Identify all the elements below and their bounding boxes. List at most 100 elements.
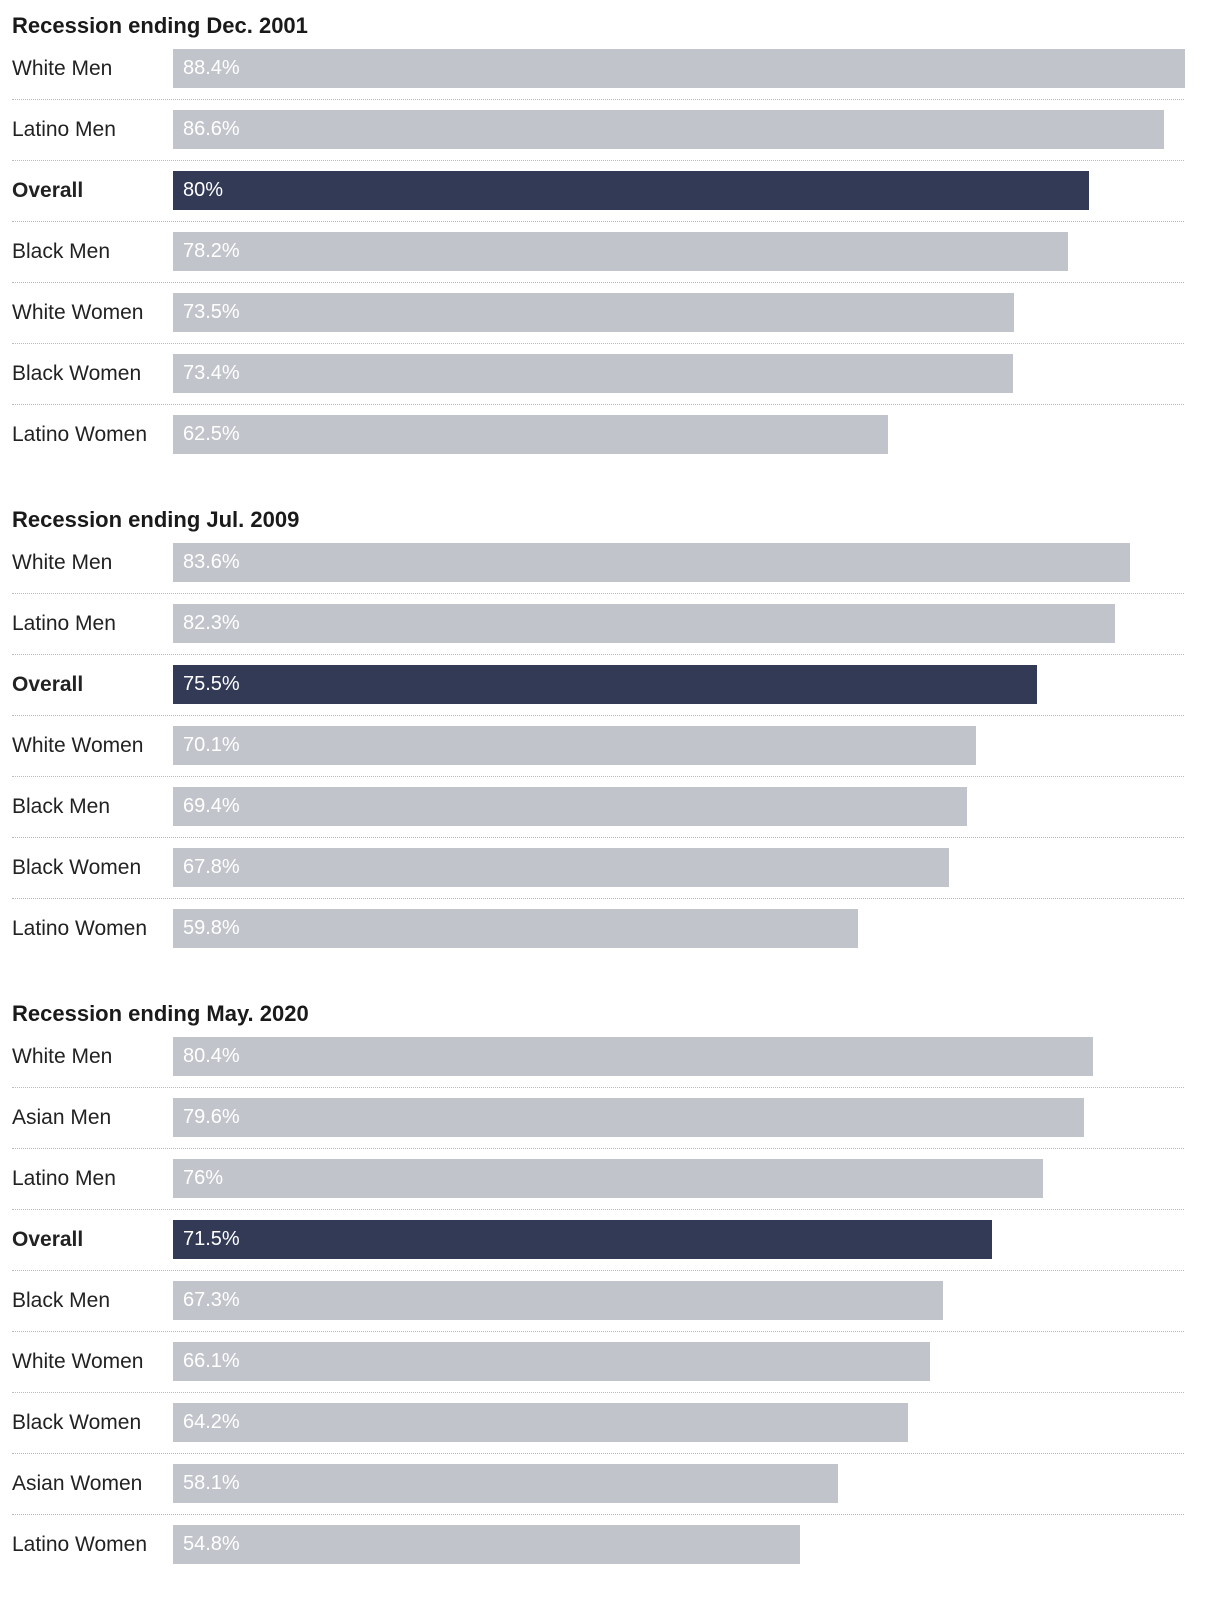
bar-row: Black Men 78.2% [12, 232, 1184, 293]
bar-value-label: 64.2% [183, 1411, 240, 1433]
category-label: Black Men [12, 240, 111, 263]
row-divider [12, 898, 1184, 899]
row-divider [12, 1209, 1184, 1210]
category-label: White Women [12, 301, 144, 324]
bar: 76% [173, 1159, 1043, 1198]
bar-row: Asian Men 79.6% [12, 1098, 1184, 1159]
row-divider [12, 837, 1184, 838]
bar-value-label: 70.1% [183, 734, 240, 756]
category-label: White Women [12, 1350, 144, 1373]
bar-value-label: 75.5% [183, 673, 240, 695]
group-title: Recession ending Dec. 2001 [12, 13, 308, 38]
bar-value-label: 78.2% [183, 240, 240, 262]
bar-row: Latino Women 59.8% [12, 909, 1184, 970]
row-divider [12, 715, 1184, 716]
bar-row: Black Men 69.4% [12, 787, 1184, 848]
row-divider [12, 282, 1184, 283]
bar-row: White Men 80.4% [12, 1037, 1184, 1098]
bar-value-label: 73.4% [183, 362, 240, 384]
bar-value-label: 80.4% [183, 1045, 240, 1067]
bar-value-label: 67.8% [183, 856, 240, 878]
row-divider [12, 99, 1184, 100]
row-divider [12, 776, 1184, 777]
bar: 64.2% [173, 1403, 908, 1442]
bar: 80.4% [173, 1037, 1093, 1076]
bar-value-label: 69.4% [183, 795, 240, 817]
row-divider [12, 343, 1184, 344]
row-divider [12, 221, 1184, 222]
bar: 67.8% [173, 848, 949, 887]
bar-overall: 75.5% [173, 665, 1037, 704]
bar: 88.4% [173, 49, 1185, 88]
bar-row: Latino Men 86.6% [12, 110, 1184, 171]
row-divider [12, 1514, 1184, 1515]
bar-value-label: 58.1% [183, 1472, 240, 1494]
category-label: Overall [12, 179, 84, 202]
bar-row: White Women 66.1% [12, 1342, 1184, 1403]
category-label: Black Women [12, 1411, 142, 1434]
bar-row: Black Women 64.2% [12, 1403, 1184, 1464]
row-divider [12, 654, 1184, 655]
category-label: Black Men [12, 1289, 111, 1312]
bar: 86.6% [173, 110, 1164, 149]
bar: 54.8% [173, 1525, 800, 1564]
bar-row: Latino Women 54.8% [12, 1525, 1184, 1586]
bar: 70.1% [173, 726, 976, 765]
category-label: Latino Women [12, 1533, 148, 1556]
bar-value-label: 76% [183, 1167, 224, 1189]
bar-overall: 71.5% [173, 1220, 992, 1259]
row-divider [12, 160, 1184, 161]
bar-row: Asian Women 58.1% [12, 1464, 1184, 1525]
bar-value-label: 79.6% [183, 1106, 240, 1128]
row-divider [12, 593, 1184, 594]
bar-row: Black Women 73.4% [12, 354, 1184, 415]
bar: 67.3% [173, 1281, 943, 1320]
category-label: White Men [12, 551, 113, 574]
bar-row: Black Women 67.8% [12, 848, 1184, 909]
category-label: Latino Men [12, 118, 116, 141]
bar-row: Latino Women 62.5% [12, 415, 1184, 476]
bar-value-label: 83.6% [183, 551, 240, 573]
row-divider [12, 1453, 1184, 1454]
bar: 78.2% [173, 232, 1068, 271]
bar-row: White Women 70.1% [12, 726, 1184, 787]
category-label: Black Women [12, 362, 142, 385]
category-label: White Women [12, 734, 144, 757]
category-label: Black Women [12, 856, 142, 879]
bar-row: White Men 83.6% [12, 543, 1184, 604]
bar: 69.4% [173, 787, 967, 826]
bar-value-label: 82.3% [183, 612, 240, 634]
category-label: Asian Men [12, 1106, 112, 1129]
category-label: Asian Women [12, 1472, 143, 1495]
category-label: Overall [12, 673, 84, 696]
bar-value-label: 54.8% [183, 1533, 240, 1555]
group-title: Recession ending May. 2020 [12, 1001, 309, 1026]
bar-row: Black Men 67.3% [12, 1281, 1184, 1342]
category-label: Black Men [12, 795, 111, 818]
bar: 73.5% [173, 293, 1014, 332]
category-label: Latino Women [12, 423, 148, 446]
category-label: White Men [12, 1045, 113, 1068]
bar: 82.3% [173, 604, 1115, 643]
category-label: Latino Men [12, 612, 116, 635]
bar: 58.1% [173, 1464, 838, 1503]
bar-value-label: 71.5% [183, 1228, 240, 1250]
bar-value-label: 88.4% [183, 57, 240, 79]
bar-value-label: 67.3% [183, 1289, 240, 1311]
row-divider [12, 1148, 1184, 1149]
bar: 79.6% [173, 1098, 1084, 1137]
row-divider [12, 404, 1184, 405]
bar-value-label: 73.5% [183, 301, 240, 323]
category-label: White Men [12, 57, 113, 80]
bar: 66.1% [173, 1342, 930, 1381]
bar-value-label: 66.1% [183, 1350, 240, 1372]
bar-value-label: 59.8% [183, 917, 240, 939]
bar-row: Overall 80% [12, 171, 1184, 232]
bar-row: White Men 88.4% [12, 49, 1185, 110]
bar: 83.6% [173, 543, 1130, 582]
category-label: Latino Men [12, 1167, 116, 1190]
bar: 73.4% [173, 354, 1013, 393]
row-divider [12, 1331, 1184, 1332]
row-divider [12, 1087, 1184, 1088]
